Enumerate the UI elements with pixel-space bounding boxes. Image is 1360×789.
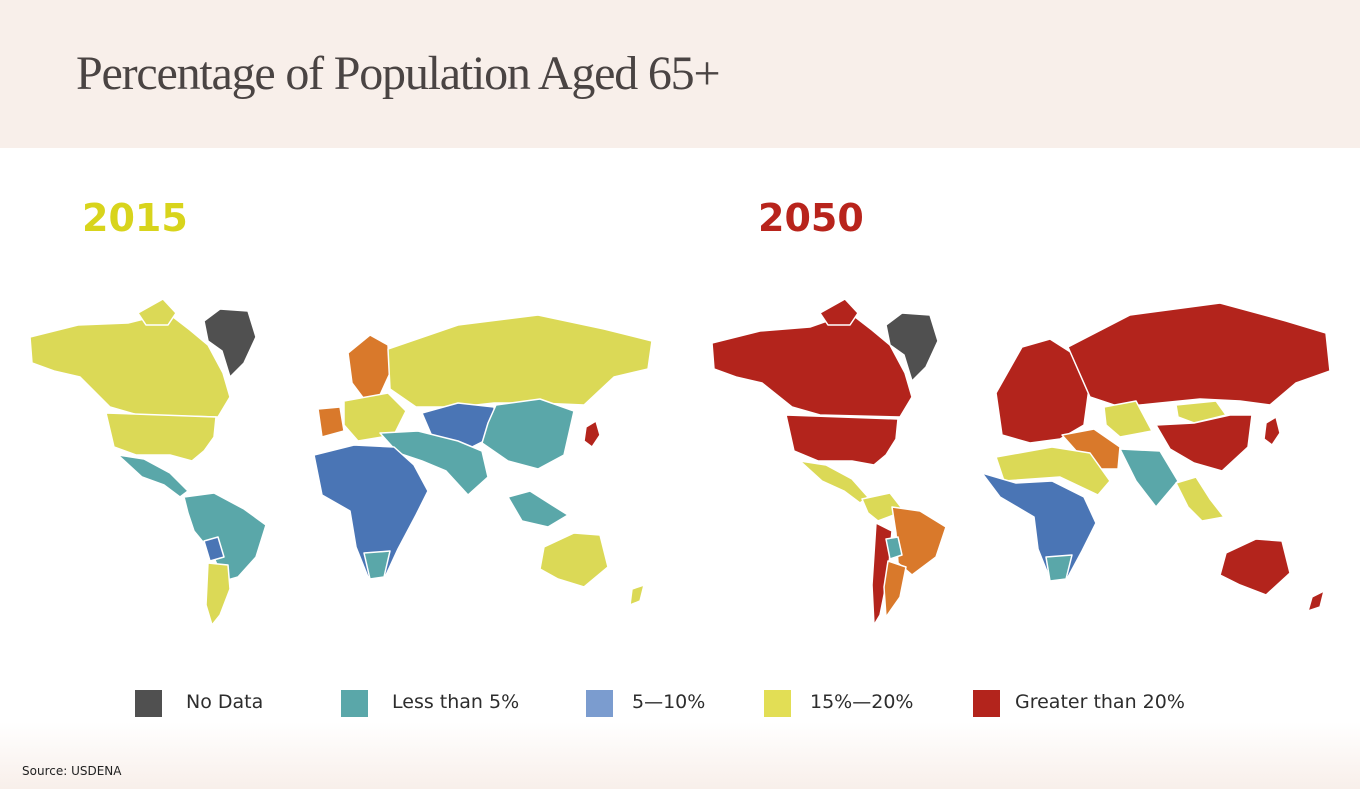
legend-swatch xyxy=(973,690,1000,717)
region-scandinavia xyxy=(347,334,391,400)
region-middle-east-south-asia xyxy=(379,430,489,496)
region-bolivia-paraguay xyxy=(885,536,903,560)
legend-swatch xyxy=(764,690,791,717)
footer-band xyxy=(0,722,1360,789)
region-africa xyxy=(313,444,429,578)
region-japan xyxy=(583,420,601,448)
region-greenland xyxy=(203,308,257,378)
region-canada-alaska xyxy=(711,312,913,418)
world-map-2015 xyxy=(29,298,653,626)
region-southern-africa xyxy=(1045,554,1073,582)
region-russia-kazakhstan xyxy=(387,314,653,408)
legend-label: Less than 5% xyxy=(392,691,520,713)
region-united-states xyxy=(105,412,217,462)
region-new-zealand xyxy=(629,584,645,606)
region-argentina xyxy=(883,560,907,618)
legend-label: 15%—20% xyxy=(810,691,914,713)
region-south-asia xyxy=(1119,448,1179,508)
region-northern-south-america xyxy=(183,492,267,582)
region-iberia xyxy=(317,406,345,438)
region-bolivia-paraguay xyxy=(203,536,225,562)
legend-label: Greater than 20% xyxy=(1015,691,1185,713)
legend-label: 5—10% xyxy=(632,691,706,713)
region-new-zealand xyxy=(1307,590,1325,612)
region-southern-cone xyxy=(205,562,231,626)
region-mexico-central-america xyxy=(117,454,189,498)
region-arctic-islands xyxy=(819,298,859,326)
year-label-2050: 2050 xyxy=(758,196,864,240)
region-mexico-central-america xyxy=(799,460,869,504)
region-southern-africa xyxy=(363,550,391,580)
legend-label: No Data xyxy=(186,691,264,713)
legend-swatch xyxy=(135,690,162,717)
world-map-2050 xyxy=(711,298,1331,626)
legend: No Data Less than 5% 5—10% 15%—20% Great… xyxy=(0,688,1360,720)
legend-swatch xyxy=(341,690,368,717)
region-china-east-asia xyxy=(481,398,575,470)
region-china-east-asia xyxy=(1155,414,1253,472)
region-canada-alaska xyxy=(29,312,231,418)
source-note: Source: USDENA xyxy=(22,764,122,778)
page-title: Percentage of Population Aged 65+ xyxy=(76,47,721,100)
region-arctic-islands xyxy=(137,298,177,326)
region-central-asia xyxy=(1103,400,1153,438)
region-australia xyxy=(1219,538,1291,596)
region-russia xyxy=(1067,302,1331,408)
region-greenland xyxy=(885,312,939,382)
region-japan xyxy=(1263,416,1281,446)
region-andes xyxy=(871,522,893,626)
year-label-2015: 2015 xyxy=(82,196,188,240)
region-australia xyxy=(539,532,609,588)
header-banner: Percentage of Population Aged 65+ xyxy=(0,0,1360,148)
region-africa xyxy=(981,472,1097,580)
region-southeast-asia xyxy=(507,490,569,528)
region-europe xyxy=(995,338,1091,444)
region-southeast-asia xyxy=(1175,476,1225,522)
region-north-africa-arabia xyxy=(995,446,1111,496)
legend-swatch xyxy=(586,690,613,717)
region-united-states xyxy=(785,414,899,466)
